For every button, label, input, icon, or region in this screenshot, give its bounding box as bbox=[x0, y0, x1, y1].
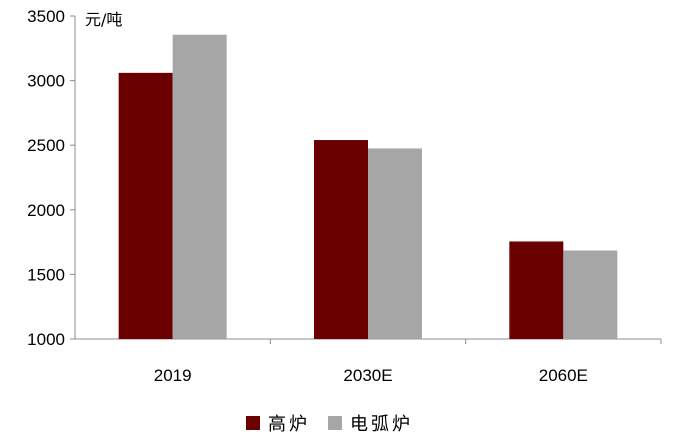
bar-2-2019 bbox=[172, 34, 227, 339]
legend: 高炉 电弧炉 bbox=[246, 410, 431, 436]
legend-label-series-1: 高炉 bbox=[268, 414, 310, 435]
x-tick-label: 2019 bbox=[154, 366, 192, 385]
legend-swatch-series-1 bbox=[246, 416, 260, 430]
legend-item-series-2: 电弧炉 bbox=[328, 410, 413, 436]
y-axis-unit-label: 元/吨 bbox=[85, 10, 122, 29]
y-tick-label: 1000 bbox=[27, 330, 65, 349]
x-tick-label: 2030E bbox=[343, 366, 392, 385]
bar-1-2030e bbox=[314, 140, 368, 339]
legend-item-series-1: 高炉 bbox=[246, 410, 310, 436]
y-tick-label: 1500 bbox=[27, 265, 65, 284]
y-tick-label: 3000 bbox=[27, 72, 65, 91]
bar-2-2060e bbox=[563, 250, 618, 339]
x-tick-label: 2060E bbox=[539, 366, 588, 385]
x-tick-labels: 2019 2030E 2060E bbox=[154, 339, 662, 385]
legend-label-series-2: 电弧炉 bbox=[350, 414, 413, 435]
bars bbox=[118, 34, 618, 340]
y-ticks: 1000 1500 2000 2500 3000 3500 bbox=[27, 7, 75, 349]
y-tick-label: 2000 bbox=[27, 201, 65, 220]
y-tick-label: 3500 bbox=[27, 7, 65, 26]
legend-swatch-series-2 bbox=[328, 416, 342, 430]
bar-1-2019 bbox=[118, 72, 173, 340]
bar-1-2060e bbox=[509, 241, 564, 339]
y-tick-label: 2500 bbox=[27, 136, 65, 155]
bar-2-2030e bbox=[368, 148, 422, 339]
